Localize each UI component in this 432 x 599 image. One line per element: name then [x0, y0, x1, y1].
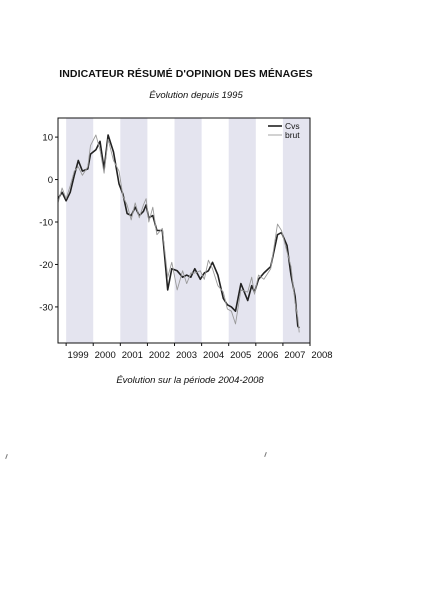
shaded-band-1999: [66, 118, 94, 343]
x-tick-label: 2008: [311, 350, 332, 361]
y-tick-label: 0: [48, 175, 53, 186]
shaded-band-2005: [228, 118, 256, 343]
page-title: INDICATEUR RÉSUMÉ D'OPINION DES MÉNAGES: [59, 68, 313, 80]
x-tick-label: 2003: [176, 350, 197, 361]
legend-label-cvs: Cvs: [285, 121, 300, 131]
y-tick-label: 10: [42, 133, 53, 144]
y-tick-label: -30: [39, 302, 53, 313]
x-tick-label: 2007: [284, 350, 305, 361]
series-line-cvs: [57, 134, 300, 329]
x-tick-label: 2001: [122, 350, 143, 361]
series-lines: [57, 134, 300, 333]
x-tick-label: 2000: [95, 350, 116, 361]
page-subtitle: Évolution depuis 1995: [149, 90, 243, 101]
legend-label-brut: brut: [285, 130, 300, 140]
page-caption: Évolution sur la période 2004-2008: [116, 375, 264, 386]
plot-frame: [57, 117, 311, 344]
series-line-brut: [57, 134, 300, 333]
y-tick-label: -20: [39, 260, 53, 271]
shaded-band-2001: [120, 118, 148, 343]
x-tick-label: 2004: [203, 350, 224, 361]
x-tick-label: 2005: [230, 350, 251, 361]
x-tick-label: 2006: [257, 350, 278, 361]
shaded-year-bands: [66, 118, 310, 343]
axes: 10 0 -10 -20 -30 1999 2000 2001 2002 2003 2004 2005…: [39, 117, 333, 361]
x-tick-label: 1999: [68, 350, 89, 361]
shaded-band-2003: [174, 118, 202, 343]
x-tick-label: 2002: [149, 350, 170, 361]
y-tick-label: -10: [39, 218, 53, 229]
